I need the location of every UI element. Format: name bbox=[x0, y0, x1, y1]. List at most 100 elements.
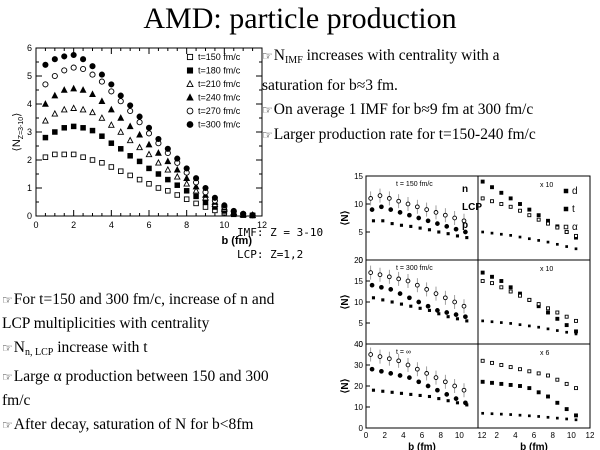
data-point bbox=[425, 303, 431, 309]
data-point bbox=[546, 221, 550, 226]
panel-right-frame bbox=[477, 259, 591, 345]
data-point bbox=[89, 157, 96, 163]
y-tick-label: 0 bbox=[359, 256, 364, 265]
data-point bbox=[574, 418, 578, 422]
data-point bbox=[79, 105, 87, 113]
data-point bbox=[377, 272, 383, 278]
data-point bbox=[414, 282, 420, 288]
data-point bbox=[565, 245, 569, 248]
data-point bbox=[386, 196, 392, 201]
data-point bbox=[80, 154, 86, 160]
data-point bbox=[70, 51, 77, 59]
data-point bbox=[396, 276, 402, 282]
data-point bbox=[165, 176, 171, 183]
data-point bbox=[89, 90, 96, 97]
x-axis-label: b (fm) bbox=[520, 442, 548, 450]
data-point bbox=[98, 78, 105, 85]
x-tick-label: 4 bbox=[401, 431, 406, 440]
data-point bbox=[446, 399, 450, 403]
data-point bbox=[546, 306, 550, 311]
data-point bbox=[99, 160, 105, 166]
data-point bbox=[127, 107, 134, 115]
x-tick-label: 4 bbox=[109, 220, 114, 230]
data-point bbox=[379, 368, 384, 374]
data-point bbox=[490, 320, 494, 324]
x-tick-label: 6 bbox=[420, 431, 425, 440]
data-point bbox=[155, 135, 162, 143]
data-point bbox=[455, 317, 460, 321]
data-point bbox=[499, 279, 504, 283]
data-point bbox=[481, 319, 485, 323]
x-tick-label: 4 bbox=[513, 431, 518, 440]
data-point bbox=[42, 154, 49, 160]
data-point bbox=[490, 274, 494, 279]
data-point bbox=[518, 384, 522, 388]
legend-label: t=150 fm/c bbox=[198, 52, 241, 62]
data-point bbox=[565, 417, 569, 421]
data-point bbox=[108, 88, 115, 95]
data-point bbox=[173, 165, 181, 173]
bullet-text: For t=150 and 300 fm/c, increase of n an… bbox=[13, 291, 275, 308]
panel-left-frame bbox=[365, 259, 479, 345]
data-point bbox=[546, 310, 550, 315]
data-point bbox=[433, 291, 439, 296]
imf-definition-note: IMF: Z = 3-10 bbox=[237, 226, 324, 239]
data-point bbox=[183, 196, 190, 202]
data-point bbox=[80, 65, 87, 73]
data-point bbox=[490, 412, 494, 416]
data-point bbox=[164, 165, 172, 173]
data-point bbox=[127, 153, 133, 159]
data-point bbox=[480, 279, 485, 283]
data-point bbox=[193, 175, 200, 182]
legend-label-right: α bbox=[572, 222, 578, 233]
data-point bbox=[79, 86, 87, 93]
legend-label: t=240 fm/c bbox=[198, 93, 241, 103]
data-point bbox=[574, 233, 578, 238]
data-point bbox=[480, 179, 485, 184]
bullet-top-0: ☞NIMF increases with centrality with a bbox=[262, 44, 536, 74]
data-point bbox=[41, 116, 49, 124]
data-point bbox=[192, 182, 200, 190]
data-point bbox=[145, 124, 153, 131]
data-point bbox=[563, 224, 569, 230]
data-point bbox=[154, 149, 162, 156]
data-point bbox=[136, 176, 143, 183]
data-point bbox=[427, 228, 432, 232]
data-point bbox=[192, 186, 200, 194]
y-tick-label: 5 bbox=[359, 319, 364, 328]
data-point bbox=[399, 223, 404, 227]
y-tick-label: 40 bbox=[354, 340, 363, 349]
data-point bbox=[117, 98, 124, 105]
y-tick-label: 5 bbox=[27, 71, 32, 81]
data-point bbox=[368, 270, 374, 275]
data-point bbox=[388, 207, 394, 212]
data-point bbox=[230, 207, 237, 215]
data-point bbox=[386, 356, 392, 362]
data-point bbox=[546, 240, 550, 244]
data-point bbox=[518, 202, 522, 206]
data-point bbox=[379, 204, 384, 210]
bullet-bottom-0: ☞For t=150 and 300 fm/c, increase of n a… bbox=[2, 288, 274, 312]
data-point bbox=[240, 210, 247, 217]
data-point bbox=[108, 140, 115, 146]
x-tick-label: 10 bbox=[455, 431, 464, 440]
data-point bbox=[509, 413, 513, 416]
data-point bbox=[407, 295, 412, 301]
data-point bbox=[186, 121, 194, 128]
data-point bbox=[508, 382, 513, 387]
data-point bbox=[405, 362, 411, 368]
y-tick-label: 5 bbox=[359, 228, 364, 237]
data-point bbox=[174, 155, 181, 162]
y-tick-label: 15 bbox=[354, 172, 363, 181]
y-tick-label: 20 bbox=[354, 382, 363, 391]
y-axis-label: ⟨N⟩ bbox=[340, 378, 351, 393]
data-point bbox=[52, 129, 58, 135]
data-point bbox=[145, 140, 153, 148]
data-point bbox=[518, 367, 522, 372]
data-point bbox=[481, 411, 485, 415]
data-point bbox=[70, 84, 78, 92]
data-point bbox=[145, 150, 153, 158]
data-point bbox=[80, 56, 87, 63]
legend-label-right: t bbox=[572, 204, 575, 215]
data-point bbox=[202, 184, 209, 192]
